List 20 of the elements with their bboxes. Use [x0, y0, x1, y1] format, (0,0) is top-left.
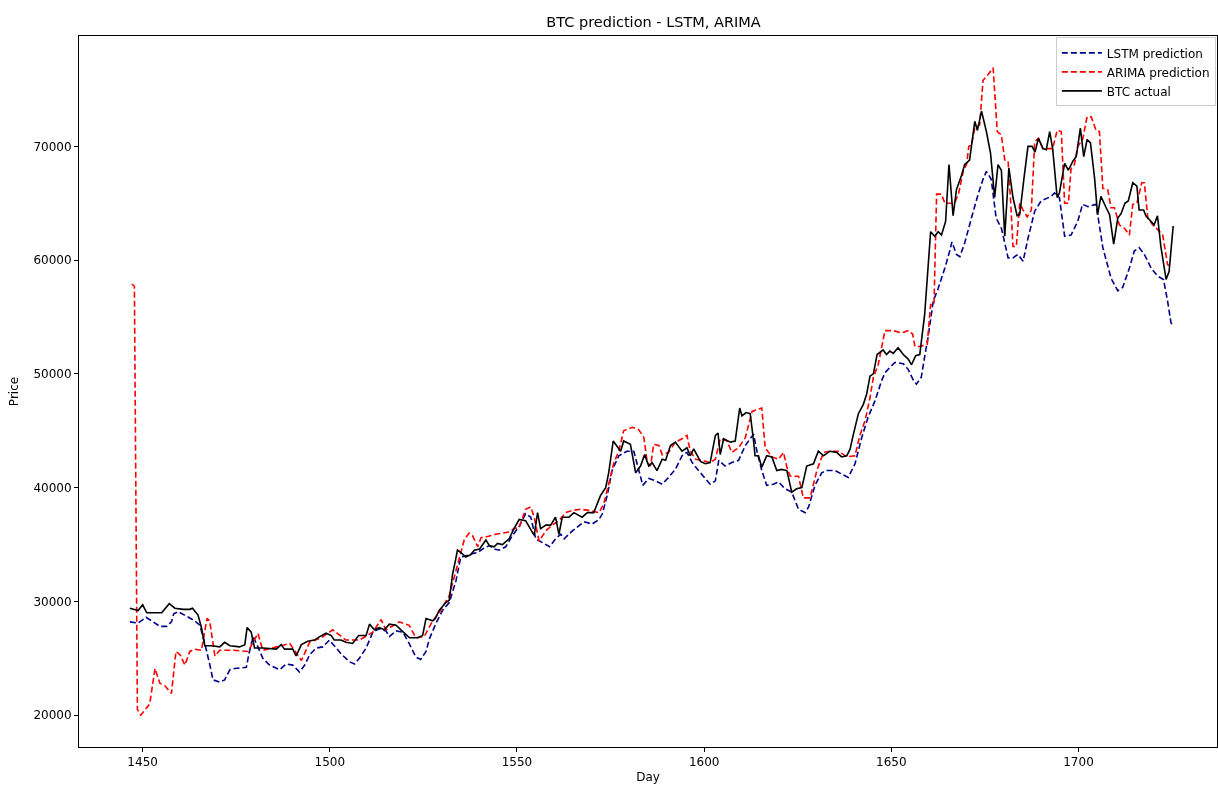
y-tick-label: 70000: [33, 139, 72, 154]
legend-label: BTC actual: [1106, 84, 1171, 99]
y-tick-label: 60000: [33, 253, 72, 268]
line-series: [129, 170, 1174, 683]
line-series: [129, 110, 1174, 657]
x-tick-label: 1450: [127, 755, 158, 770]
x-axis-title: Day: [636, 770, 660, 785]
y-tick-label: 40000: [33, 480, 72, 495]
x-tick-label: 1650: [876, 755, 907, 770]
y-tick-label: 50000: [33, 367, 72, 382]
x-tick-label: 1700: [1063, 755, 1094, 770]
y-tick-label: 20000: [33, 708, 72, 723]
x-tick-label: 1600: [688, 755, 720, 770]
x-tick-label: 1550: [501, 755, 533, 770]
chart-title: BTC prediction - LSTM, ARIMA: [546, 14, 761, 31]
x-tick-label: 1500: [314, 755, 346, 770]
y-axis-title: Price: [6, 376, 21, 407]
legend-label: LSTM prediction: [1106, 46, 1203, 61]
legend-label: ARIMA prediction: [1106, 65, 1210, 80]
y-tick-label: 30000: [33, 594, 72, 609]
